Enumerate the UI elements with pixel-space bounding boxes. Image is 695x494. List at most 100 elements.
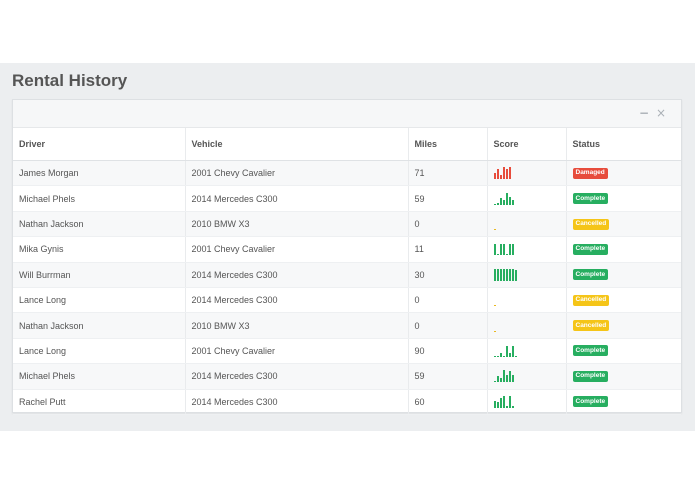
score-sparkline [493, 370, 514, 383]
vehicle-cell: 2014 Mercedes C300 [185, 287, 409, 314]
miles-cell: 59 [408, 185, 488, 212]
table-row[interactable]: Mika Gynis 2001 Chevy Cavalier 11 Complete [13, 236, 681, 263]
score-sparkline [493, 320, 496, 332]
score-cell [487, 185, 567, 212]
status-badge: Complete [572, 243, 609, 255]
driver-cell: James Morgan [13, 160, 186, 187]
sparkline-bar [493, 173, 496, 180]
miles-cell: 71 [408, 160, 488, 187]
sparkline-bar [493, 228, 496, 230]
sparkline-bar [502, 395, 505, 408]
miles-cell: 0 [408, 287, 488, 314]
driver-cell: Lance Long [13, 338, 186, 365]
score-sparkline [493, 218, 496, 230]
table-row[interactable]: Nathan Jackson 2010 BMW X3 0 Cancelled [13, 211, 681, 238]
status-cell: Complete [566, 236, 681, 263]
miles-cell: 0 [408, 312, 488, 339]
status-cell: Cancelled [566, 312, 681, 339]
driver-cell: Nathan Jackson [13, 211, 186, 238]
column-header-driver[interactable]: Driver [13, 128, 186, 161]
sparkline-bar [508, 371, 511, 383]
close-icon[interactable]: × [655, 106, 666, 120]
sparkline-bar [505, 268, 508, 281]
rental-history-section: Rental History − × Driver Vehicle Miles … [0, 63, 695, 431]
table-row[interactable]: Rachel Putt 2014 Mercedes C300 60 Complete [13, 389, 681, 415]
sparkline-bar [493, 355, 496, 357]
sparkline-bar [502, 355, 505, 357]
score-sparkline [493, 268, 517, 281]
sparkline-bar [493, 330, 496, 332]
sparkline-bar [508, 196, 511, 205]
column-header-vehicle[interactable]: Vehicle [185, 128, 409, 161]
sparkline-bar [508, 167, 511, 180]
sparkline-bar [502, 199, 505, 205]
miles-cell: 59 [408, 363, 488, 390]
driver-cell: Rachel Putt [13, 389, 186, 415]
vehicle-cell: 2001 Chevy Cavalier [185, 160, 409, 187]
vehicle-cell: 2010 BMW X3 [185, 211, 409, 238]
sparkline-bar [496, 254, 499, 256]
sparkline-bar [511, 244, 514, 256]
column-header-miles[interactable]: Miles [408, 128, 488, 161]
sparkline-bar [496, 169, 499, 180]
sparkline-bar [496, 202, 499, 205]
minus-icon[interactable]: − [638, 106, 649, 120]
status-badge: Complete [572, 269, 609, 281]
table-body: James Morgan 2001 Chevy Cavalier 71 Damaged… [13, 160, 681, 415]
score-cell [487, 211, 567, 238]
status-badge: Cancelled [572, 294, 610, 306]
status-badge: Complete [572, 345, 609, 357]
rental-history-panel: − × Driver Vehicle Miles Score Status Ja… [12, 99, 682, 415]
sparkline-bar [505, 375, 508, 383]
sparkline-bar [505, 169, 508, 180]
sparkline-bar [514, 269, 517, 281]
status-badge: Cancelled [572, 320, 610, 332]
vehicle-cell: 2014 Mercedes C300 [185, 389, 409, 415]
sparkline-bar [514, 355, 517, 357]
score-cell [487, 363, 567, 390]
miles-cell: 90 [408, 338, 488, 365]
table-row[interactable]: Lance Long 2014 Mercedes C300 0 Cancelled [13, 287, 681, 314]
sparkline-bar [508, 352, 511, 357]
vehicle-cell: 2014 Mercedes C300 [185, 185, 409, 212]
sparkline-bar [496, 376, 499, 383]
status-badge: Cancelled [572, 218, 610, 230]
vehicle-cell: 2010 BMW X3 [185, 312, 409, 339]
score-sparkline [493, 395, 514, 408]
status-cell: Damaged [566, 160, 681, 187]
table-row[interactable]: Michael Phels 2014 Mercedes C300 59 Complet… [13, 185, 681, 212]
column-header-status[interactable]: Status [566, 128, 681, 161]
sparkline-bar [508, 268, 511, 281]
miles-cell: 11 [408, 236, 488, 263]
table-row[interactable]: Lance Long 2001 Chevy Cavalier 90 Complete [13, 338, 681, 365]
sparkline-bar [499, 378, 502, 383]
sparkline-bar [508, 244, 511, 256]
driver-cell: Michael Phels [13, 363, 186, 390]
table-row[interactable]: Michael Phels 2014 Mercedes C300 59 Complet… [13, 363, 681, 390]
driver-cell: Will Burrman [13, 262, 186, 288]
sparkline-bar [511, 405, 514, 408]
score-sparkline [493, 192, 514, 205]
page-title: Rental History [12, 71, 128, 90]
column-header-score[interactable]: Score [487, 128, 567, 161]
sparkline-bar [511, 268, 514, 281]
table-row[interactable]: Nathan Jackson 2010 BMW X3 0 Cancelled [13, 312, 681, 339]
sparkline-bar [511, 199, 514, 205]
driver-cell: Nathan Jackson [13, 312, 186, 339]
score-cell [487, 262, 567, 288]
status-badge: Complete [572, 370, 609, 382]
status-cell: Complete [566, 389, 681, 415]
status-cell: Cancelled [566, 287, 681, 314]
sparkline-bar [505, 254, 508, 256]
sparkline-bar [511, 375, 514, 383]
table-row[interactable]: James Morgan 2001 Chevy Cavalier 71 Damaged [13, 160, 681, 187]
sparkline-bar [511, 345, 514, 357]
score-cell [487, 236, 567, 263]
score-cell [487, 287, 567, 314]
rental-history-table: Driver Vehicle Miles Score Status James … [13, 128, 681, 415]
status-cell: Complete [566, 185, 681, 212]
panel-header: − × [13, 100, 681, 128]
sparkline-bar [493, 203, 496, 205]
driver-cell: Michael Phels [13, 185, 186, 212]
table-row[interactable]: Will Burrman 2014 Mercedes C300 30 Complete [13, 262, 681, 288]
